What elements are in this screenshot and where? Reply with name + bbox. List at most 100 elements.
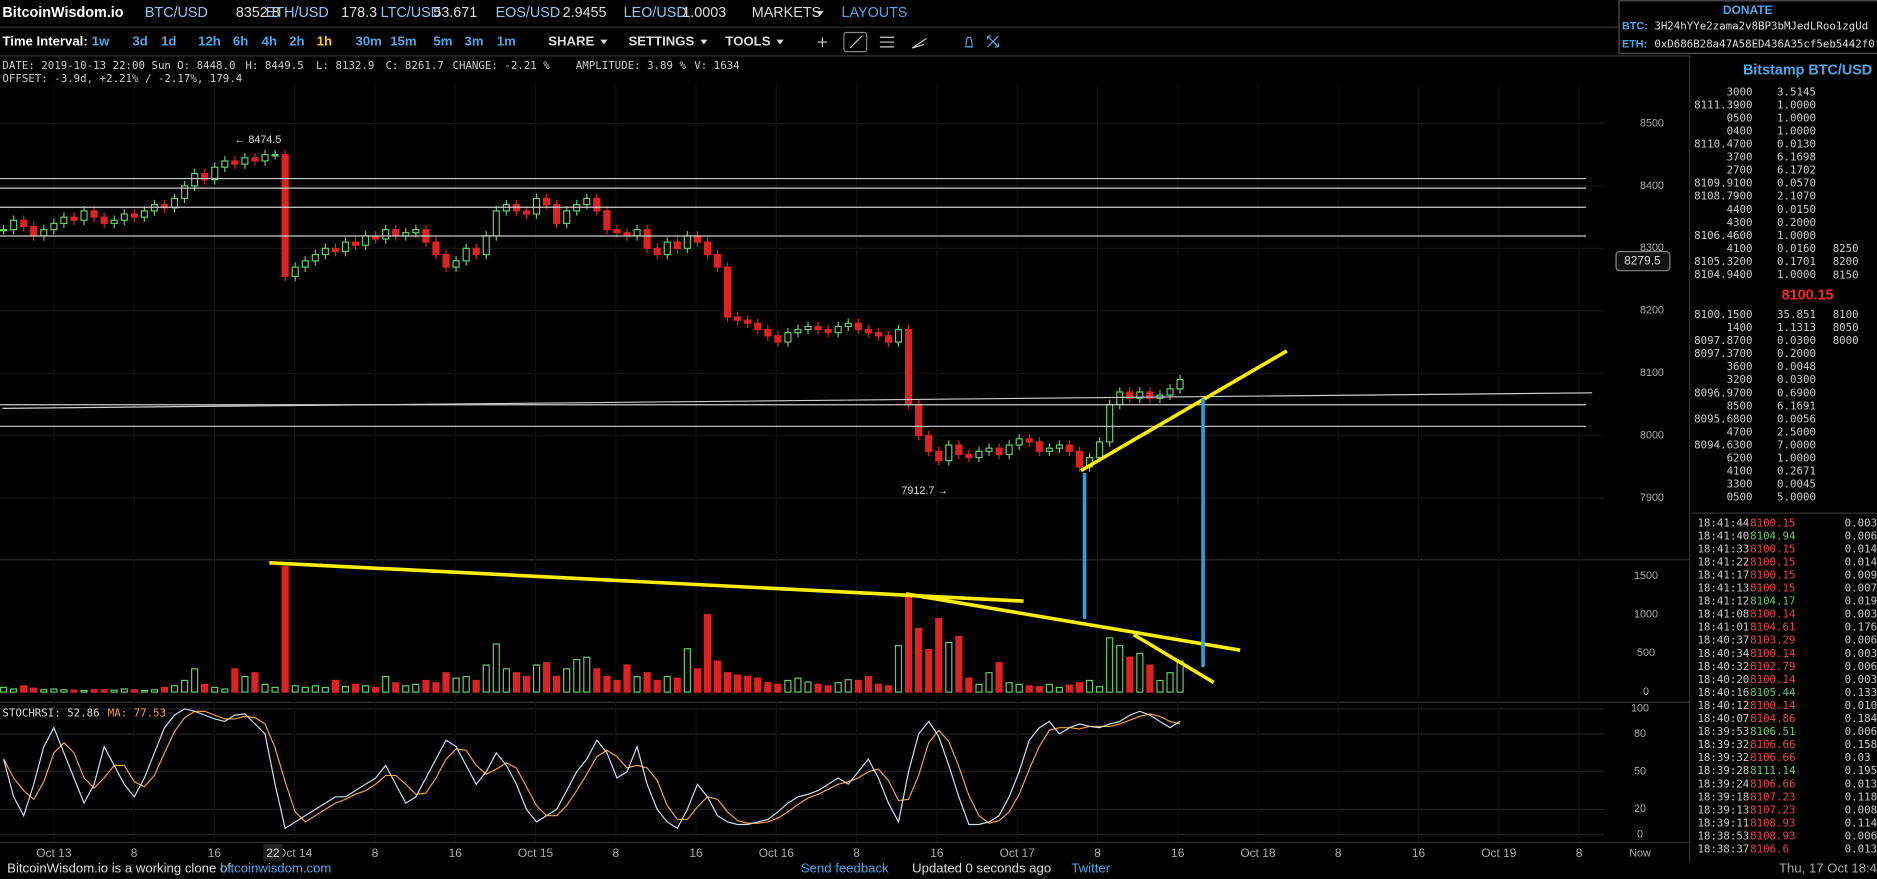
x-tick-label: Oct 14: [277, 846, 313, 860]
ticker-price: 178.3: [341, 5, 377, 21]
interval[interactable]: 12h: [198, 34, 221, 49]
volume-bar: [120, 688, 128, 693]
interval[interactable]: 1w: [92, 34, 110, 49]
candle: [955, 444, 963, 456]
logo[interactable]: BitcoinWisdom.io: [2, 5, 123, 21]
feedback-link[interactable]: Send feedback: [801, 861, 889, 876]
candle: [653, 247, 661, 256]
caret: [700, 39, 708, 45]
candle: [764, 328, 772, 337]
candle: [824, 328, 832, 334]
menu[interactable]: MARKETS: [752, 5, 821, 21]
x-tick-label: Oct 18: [1240, 846, 1276, 860]
candle: [532, 197, 541, 215]
book-amount: 7.0000: [1777, 438, 1816, 451]
volume-bar: [1045, 683, 1053, 693]
candle: [40, 229, 48, 237]
volume-bar: [1005, 682, 1013, 693]
book-price: 8111.3900: [1694, 98, 1752, 111]
alert-icon[interactable]: [964, 36, 974, 48]
ticker-pair[interactable]: EOS/USD: [496, 5, 561, 21]
tool-icon[interactable]: [817, 37, 828, 47]
candle: [291, 266, 299, 278]
trade-time: 18:40:32: [1697, 660, 1749, 673]
interval[interactable]: 1h: [317, 34, 332, 49]
tool-menu[interactable]: SHARE: [548, 34, 594, 49]
trade-price: 8106.66: [1750, 777, 1795, 790]
trade-price: 8104.86: [1750, 712, 1795, 725]
volume-bar: [1126, 656, 1134, 693]
candle: [633, 229, 641, 237]
candle: [894, 328, 903, 343]
tool-menu[interactable]: TOOLS: [725, 34, 770, 49]
trade-time: 18:41:33: [1697, 542, 1749, 555]
trade-time: 18:38:37: [1697, 842, 1749, 855]
volume-tick: 1500: [1634, 570, 1658, 582]
interval[interactable]: 2h: [289, 34, 304, 49]
ticker-pair[interactable]: ETH/USD: [266, 5, 329, 21]
info-field: V: 1634: [694, 59, 739, 72]
tool-icon[interactable]: [849, 35, 863, 49]
volume-bar: [30, 687, 38, 693]
candle: [613, 229, 621, 234]
candle: [472, 247, 480, 256]
trade-time: 18:39:32: [1697, 738, 1749, 751]
candle: [663, 241, 671, 256]
candle: [1005, 444, 1013, 456]
fullscreen-icon[interactable]: [986, 35, 999, 48]
footer-link[interactable]: bitcoinwisdom.com: [220, 861, 331, 876]
volume-bar: [925, 648, 933, 693]
interval[interactable]: 15m: [390, 34, 416, 49]
interval[interactable]: 3m: [465, 34, 484, 49]
menu[interactable]: LAYOUTS: [842, 5, 908, 21]
volume-bar: [261, 683, 269, 693]
twitter-link[interactable]: Twitter: [1071, 861, 1110, 876]
candle: [774, 335, 782, 343]
caret: [816, 10, 824, 16]
interval[interactable]: 1m: [497, 34, 516, 49]
x-tick-label: 8: [612, 846, 619, 860]
interval[interactable]: 6h: [233, 34, 248, 49]
volume-bar: [723, 672, 732, 693]
book-price: 8105.3200: [1694, 255, 1752, 268]
ticker-pair[interactable]: LEO/USD: [624, 5, 687, 21]
book-amount: 1.1313: [1777, 321, 1816, 334]
book-amount: 0.0130: [1777, 138, 1816, 151]
tool-icon[interactable]: [879, 36, 895, 48]
candle: [452, 260, 460, 268]
candle: [854, 322, 862, 331]
ticker-pair[interactable]: LTC/USD: [381, 5, 441, 21]
interval[interactable]: 30m: [356, 34, 382, 49]
ticker-pair[interactable]: BTC/USD: [145, 5, 208, 21]
volume-bar: [935, 617, 943, 693]
depth-label: 8200: [1833, 255, 1859, 268]
volume-bar: [874, 683, 882, 693]
volume-bar: [532, 664, 541, 693]
trade-time: 18:41:17: [1697, 568, 1749, 581]
book-price: 8500: [1727, 399, 1753, 412]
trade-price: 8100.14: [1750, 673, 1795, 686]
tool-icon[interactable]: [911, 37, 927, 49]
tool-menu[interactable]: SETTINGS: [628, 34, 694, 49]
candle: [1045, 447, 1053, 452]
offset: OFFSET: -3.9d, +2.21% / -2.17%, 179.4: [2, 72, 242, 85]
volume-bar: [814, 683, 822, 693]
trade-time: 18:38:53: [1697, 829, 1749, 842]
ma-label: MA: 77.53: [108, 707, 166, 720]
book-amount: 6.1691: [1777, 399, 1816, 412]
trade-amount: 0.014: [1845, 555, 1877, 568]
stoch-tick: 50: [1634, 766, 1646, 778]
trade-price: 8108.93: [1750, 829, 1795, 842]
book-price: 8095.6800: [1694, 412, 1752, 425]
book-amount: 2.1070: [1777, 190, 1816, 203]
interval[interactable]: 1d: [161, 34, 176, 49]
donate-address: 0xD686B28a47A58ED436A35cf5eb5442f0ff: [1654, 37, 1877, 50]
interval[interactable]: 3d: [132, 34, 147, 49]
trade-time: 18:41:40: [1697, 529, 1749, 542]
interval[interactable]: 5m: [433, 34, 452, 49]
candle: [1096, 441, 1104, 459]
book-amount: 2.5000: [1777, 425, 1816, 438]
interval[interactable]: 4h: [262, 34, 277, 49]
candle: [130, 213, 138, 218]
